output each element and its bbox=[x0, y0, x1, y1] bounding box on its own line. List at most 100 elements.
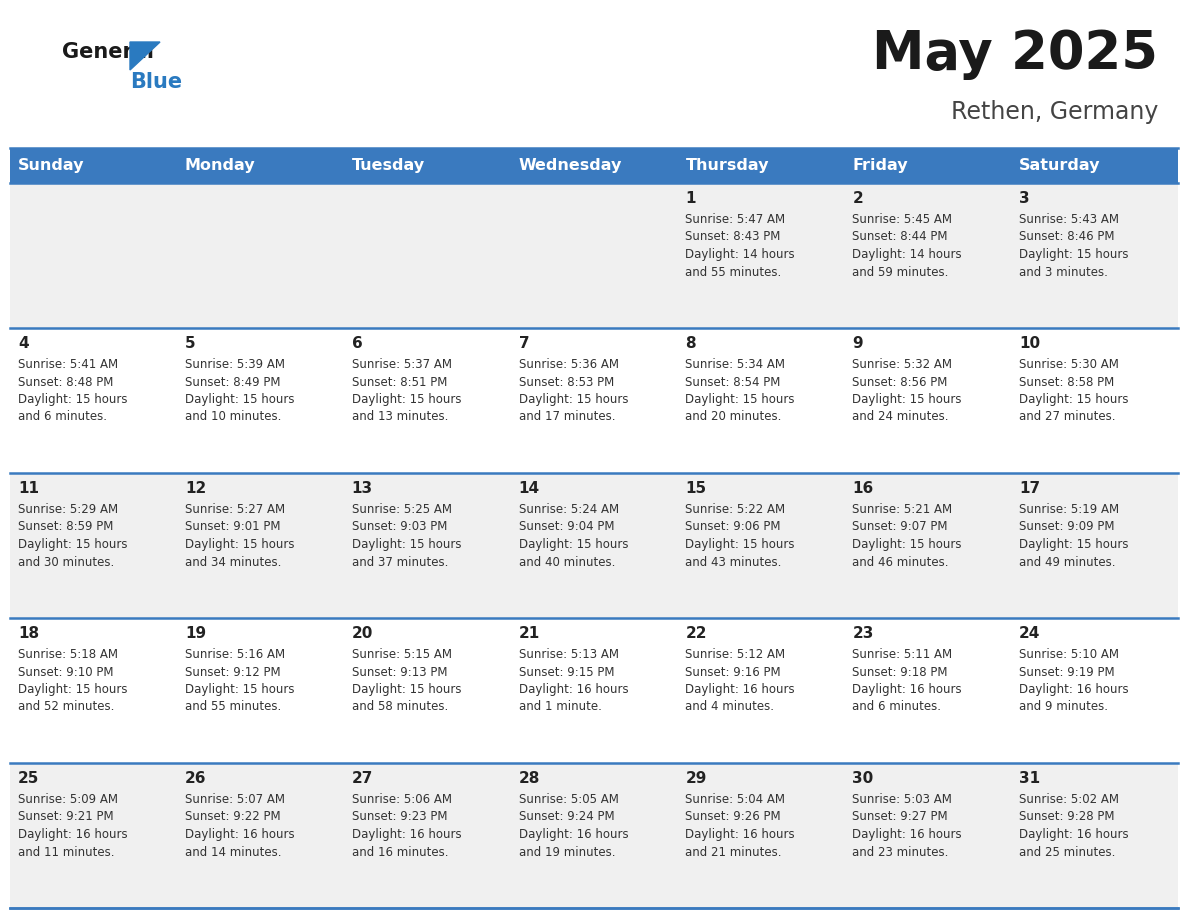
Text: Sunrise: 5:34 AM
Sunset: 8:54 PM
Daylight: 15 hours
and 20 minutes.: Sunrise: 5:34 AM Sunset: 8:54 PM Dayligh… bbox=[685, 358, 795, 423]
Bar bbox=[677, 183, 845, 328]
Text: 9: 9 bbox=[852, 336, 862, 351]
Text: 30: 30 bbox=[852, 771, 873, 786]
Text: Sunrise: 5:18 AM
Sunset: 9:10 PM
Daylight: 15 hours
and 52 minutes.: Sunrise: 5:18 AM Sunset: 9:10 PM Dayligh… bbox=[18, 648, 127, 713]
Bar bbox=[845, 148, 1011, 183]
Bar bbox=[845, 328, 1011, 473]
Bar bbox=[845, 618, 1011, 763]
Text: Sunrise: 5:27 AM
Sunset: 9:01 PM
Daylight: 15 hours
and 34 minutes.: Sunrise: 5:27 AM Sunset: 9:01 PM Dayligh… bbox=[185, 503, 295, 568]
Text: Sunrise: 5:16 AM
Sunset: 9:12 PM
Daylight: 15 hours
and 55 minutes.: Sunrise: 5:16 AM Sunset: 9:12 PM Dayligh… bbox=[185, 648, 295, 713]
Bar bbox=[343, 183, 511, 328]
Bar bbox=[511, 328, 677, 473]
Text: Sunrise: 5:06 AM
Sunset: 9:23 PM
Daylight: 16 hours
and 16 minutes.: Sunrise: 5:06 AM Sunset: 9:23 PM Dayligh… bbox=[352, 793, 461, 858]
Text: 27: 27 bbox=[352, 771, 373, 786]
Text: 11: 11 bbox=[18, 481, 39, 496]
Bar bbox=[677, 148, 845, 183]
Text: 25: 25 bbox=[18, 771, 39, 786]
Text: Wednesday: Wednesday bbox=[519, 158, 623, 173]
Text: 1: 1 bbox=[685, 191, 696, 206]
Bar bbox=[343, 618, 511, 763]
Text: Sunrise: 5:22 AM
Sunset: 9:06 PM
Daylight: 15 hours
and 43 minutes.: Sunrise: 5:22 AM Sunset: 9:06 PM Dayligh… bbox=[685, 503, 795, 568]
Text: 7: 7 bbox=[519, 336, 529, 351]
Bar bbox=[511, 473, 677, 618]
Text: Sunrise: 5:12 AM
Sunset: 9:16 PM
Daylight: 16 hours
and 4 minutes.: Sunrise: 5:12 AM Sunset: 9:16 PM Dayligh… bbox=[685, 648, 795, 713]
Bar bbox=[343, 763, 511, 908]
Polygon shape bbox=[129, 42, 160, 70]
Text: 8: 8 bbox=[685, 336, 696, 351]
Text: Sunrise: 5:02 AM
Sunset: 9:28 PM
Daylight: 16 hours
and 25 minutes.: Sunrise: 5:02 AM Sunset: 9:28 PM Dayligh… bbox=[1019, 793, 1129, 858]
Text: May 2025: May 2025 bbox=[872, 28, 1158, 80]
Text: Sunrise: 5:25 AM
Sunset: 9:03 PM
Daylight: 15 hours
and 37 minutes.: Sunrise: 5:25 AM Sunset: 9:03 PM Dayligh… bbox=[352, 503, 461, 568]
Text: Sunrise: 5:15 AM
Sunset: 9:13 PM
Daylight: 15 hours
and 58 minutes.: Sunrise: 5:15 AM Sunset: 9:13 PM Dayligh… bbox=[352, 648, 461, 713]
Text: 18: 18 bbox=[18, 626, 39, 641]
Text: Thursday: Thursday bbox=[685, 158, 769, 173]
Bar bbox=[677, 618, 845, 763]
Text: 10: 10 bbox=[1019, 336, 1041, 351]
Text: 31: 31 bbox=[1019, 771, 1041, 786]
Text: Rethen, Germany: Rethen, Germany bbox=[950, 100, 1158, 124]
Text: 26: 26 bbox=[185, 771, 207, 786]
Text: Sunrise: 5:36 AM
Sunset: 8:53 PM
Daylight: 15 hours
and 17 minutes.: Sunrise: 5:36 AM Sunset: 8:53 PM Dayligh… bbox=[519, 358, 628, 423]
Text: Sunrise: 5:21 AM
Sunset: 9:07 PM
Daylight: 15 hours
and 46 minutes.: Sunrise: 5:21 AM Sunset: 9:07 PM Dayligh… bbox=[852, 503, 962, 568]
Bar bbox=[1011, 473, 1178, 618]
Bar bbox=[177, 763, 343, 908]
Bar bbox=[511, 763, 677, 908]
Bar bbox=[1011, 183, 1178, 328]
Text: Monday: Monday bbox=[185, 158, 255, 173]
Bar bbox=[343, 148, 511, 183]
Text: 6: 6 bbox=[352, 336, 362, 351]
Bar bbox=[1011, 763, 1178, 908]
Bar bbox=[177, 618, 343, 763]
Bar bbox=[177, 473, 343, 618]
Bar bbox=[511, 183, 677, 328]
Bar bbox=[10, 328, 177, 473]
Text: 12: 12 bbox=[185, 481, 206, 496]
Text: 23: 23 bbox=[852, 626, 873, 641]
Bar bbox=[177, 148, 343, 183]
Text: 15: 15 bbox=[685, 481, 707, 496]
Text: Sunrise: 5:11 AM
Sunset: 9:18 PM
Daylight: 16 hours
and 6 minutes.: Sunrise: 5:11 AM Sunset: 9:18 PM Dayligh… bbox=[852, 648, 962, 713]
Text: 29: 29 bbox=[685, 771, 707, 786]
Bar bbox=[177, 183, 343, 328]
Text: 22: 22 bbox=[685, 626, 707, 641]
Text: Sunrise: 5:47 AM
Sunset: 8:43 PM
Daylight: 14 hours
and 55 minutes.: Sunrise: 5:47 AM Sunset: 8:43 PM Dayligh… bbox=[685, 213, 795, 278]
Text: 5: 5 bbox=[185, 336, 196, 351]
Bar bbox=[177, 328, 343, 473]
Text: Sunrise: 5:07 AM
Sunset: 9:22 PM
Daylight: 16 hours
and 14 minutes.: Sunrise: 5:07 AM Sunset: 9:22 PM Dayligh… bbox=[185, 793, 295, 858]
Bar bbox=[511, 618, 677, 763]
Text: Sunday: Sunday bbox=[18, 158, 84, 173]
Text: 17: 17 bbox=[1019, 481, 1041, 496]
Text: 4: 4 bbox=[18, 336, 29, 351]
Text: Sunrise: 5:13 AM
Sunset: 9:15 PM
Daylight: 16 hours
and 1 minute.: Sunrise: 5:13 AM Sunset: 9:15 PM Dayligh… bbox=[519, 648, 628, 713]
Text: Sunrise: 5:04 AM
Sunset: 9:26 PM
Daylight: 16 hours
and 21 minutes.: Sunrise: 5:04 AM Sunset: 9:26 PM Dayligh… bbox=[685, 793, 795, 858]
Text: Sunrise: 5:03 AM
Sunset: 9:27 PM
Daylight: 16 hours
and 23 minutes.: Sunrise: 5:03 AM Sunset: 9:27 PM Dayligh… bbox=[852, 793, 962, 858]
Bar bbox=[343, 328, 511, 473]
Text: Sunrise: 5:32 AM
Sunset: 8:56 PM
Daylight: 15 hours
and 24 minutes.: Sunrise: 5:32 AM Sunset: 8:56 PM Dayligh… bbox=[852, 358, 962, 423]
Text: 21: 21 bbox=[519, 626, 539, 641]
Bar bbox=[845, 473, 1011, 618]
Bar bbox=[1011, 618, 1178, 763]
Text: Sunrise: 5:43 AM
Sunset: 8:46 PM
Daylight: 15 hours
and 3 minutes.: Sunrise: 5:43 AM Sunset: 8:46 PM Dayligh… bbox=[1019, 213, 1129, 278]
Text: 14: 14 bbox=[519, 481, 539, 496]
Bar bbox=[845, 763, 1011, 908]
Bar bbox=[677, 763, 845, 908]
Text: 3: 3 bbox=[1019, 191, 1030, 206]
Bar bbox=[10, 763, 177, 908]
Text: 13: 13 bbox=[352, 481, 373, 496]
Bar bbox=[677, 473, 845, 618]
Text: 16: 16 bbox=[852, 481, 873, 496]
Text: Sunrise: 5:24 AM
Sunset: 9:04 PM
Daylight: 15 hours
and 40 minutes.: Sunrise: 5:24 AM Sunset: 9:04 PM Dayligh… bbox=[519, 503, 628, 568]
Text: Tuesday: Tuesday bbox=[352, 158, 425, 173]
Text: General: General bbox=[62, 42, 154, 62]
Text: Sunrise: 5:29 AM
Sunset: 8:59 PM
Daylight: 15 hours
and 30 minutes.: Sunrise: 5:29 AM Sunset: 8:59 PM Dayligh… bbox=[18, 503, 127, 568]
Bar bbox=[10, 618, 177, 763]
Text: Saturday: Saturday bbox=[1019, 158, 1100, 173]
Bar bbox=[10, 183, 177, 328]
Text: Sunrise: 5:30 AM
Sunset: 8:58 PM
Daylight: 15 hours
and 27 minutes.: Sunrise: 5:30 AM Sunset: 8:58 PM Dayligh… bbox=[1019, 358, 1129, 423]
Text: 19: 19 bbox=[185, 626, 206, 641]
Bar bbox=[10, 148, 177, 183]
Text: Sunrise: 5:37 AM
Sunset: 8:51 PM
Daylight: 15 hours
and 13 minutes.: Sunrise: 5:37 AM Sunset: 8:51 PM Dayligh… bbox=[352, 358, 461, 423]
Text: Blue: Blue bbox=[129, 72, 182, 92]
Text: 20: 20 bbox=[352, 626, 373, 641]
Bar bbox=[343, 473, 511, 618]
Text: Sunrise: 5:45 AM
Sunset: 8:44 PM
Daylight: 14 hours
and 59 minutes.: Sunrise: 5:45 AM Sunset: 8:44 PM Dayligh… bbox=[852, 213, 962, 278]
